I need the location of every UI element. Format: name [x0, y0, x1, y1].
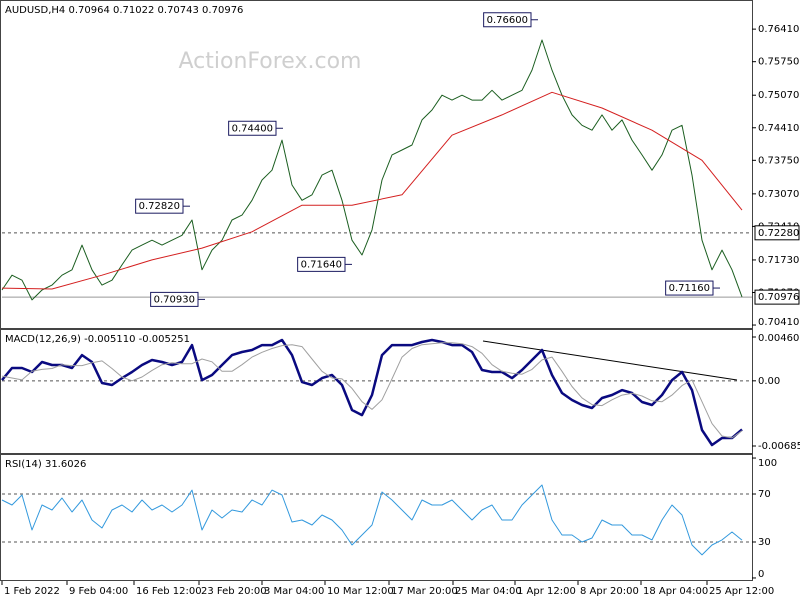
y-tick-label: 0.76410 [758, 24, 799, 35]
panel-title: AUDUSD,H4 0.70964 0.71022 0.70743 0.7097… [5, 5, 243, 16]
annotation-label: 0.71160 [669, 283, 710, 294]
x-tick-label: 10 Mar 12:00 [327, 586, 394, 597]
level-label: 0.72280 [758, 228, 799, 239]
panel-title: RSI(14) 31.6026 [5, 459, 86, 470]
x-tick-label: 23 Feb 20:00 [201, 586, 267, 597]
panel-frame [0, 454, 753, 581]
y-tick-label: 0.004608 [758, 333, 800, 344]
watermark: ActionForex.com [179, 49, 362, 74]
x-tick-label: 3 Mar 04:00 [264, 586, 324, 597]
y-tick-label: 0.73070 [758, 189, 799, 200]
annotation-label: 0.74400 [232, 123, 273, 134]
x-tick-label: 9 Feb 04:00 [69, 586, 128, 597]
y-tick-label: 0.00 [758, 376, 780, 387]
y-tick-label: 0.75070 [758, 90, 799, 101]
series-line [1, 338, 743, 447]
series-line [1, 91, 743, 290]
annotation-label: 0.72820 [139, 201, 180, 212]
annotation-label: 0.76600 [487, 15, 528, 26]
y-tick-label: 0.74410 [758, 123, 799, 134]
series-line [1, 484, 743, 556]
y-tick-label: 70 [758, 489, 771, 500]
trend-line [482, 340, 738, 381]
annotation-label: 0.70930 [154, 294, 195, 305]
y-tick-label: 0.75750 [758, 57, 799, 68]
y-tick-label: 0 [758, 569, 764, 580]
x-tick-label: 16 Feb 12:00 [136, 586, 202, 597]
series-line [1, 39, 743, 301]
panel-title: MACD(12,26,9) -0.005110 -0.005251 [5, 334, 190, 345]
x-tick-label: 1 Apr 12:00 [517, 586, 576, 597]
panel-frame [0, 0, 753, 329]
y-tick-label: 0.73750 [758, 155, 799, 166]
series-line [1, 342, 743, 439]
panel-frame [0, 329, 753, 454]
annotation-label: 0.71640 [301, 259, 342, 270]
x-tick-label: 8 Apr 20:00 [580, 586, 639, 597]
y-tick-label: -0.006853 [758, 441, 800, 452]
y-tick-label: 30 [758, 537, 771, 548]
x-tick-label: 18 Apr 04:00 [643, 586, 708, 597]
level-label-box [754, 225, 800, 241]
y-tick-label: 0.71730 [758, 255, 799, 266]
x-tick-label: 25 Apr 12:00 [709, 586, 774, 597]
level-label: 0.70976 [758, 292, 799, 303]
level-label-box [754, 289, 800, 305]
y-tick-label: 100 [758, 458, 777, 469]
x-tick-label: 17 Mar 20:00 [391, 586, 458, 597]
x-tick-label: 1 Feb 2022 [4, 586, 60, 597]
y-tick-label: 0.70410 [758, 317, 799, 328]
x-tick-label: 25 Mar 04:00 [455, 586, 522, 597]
